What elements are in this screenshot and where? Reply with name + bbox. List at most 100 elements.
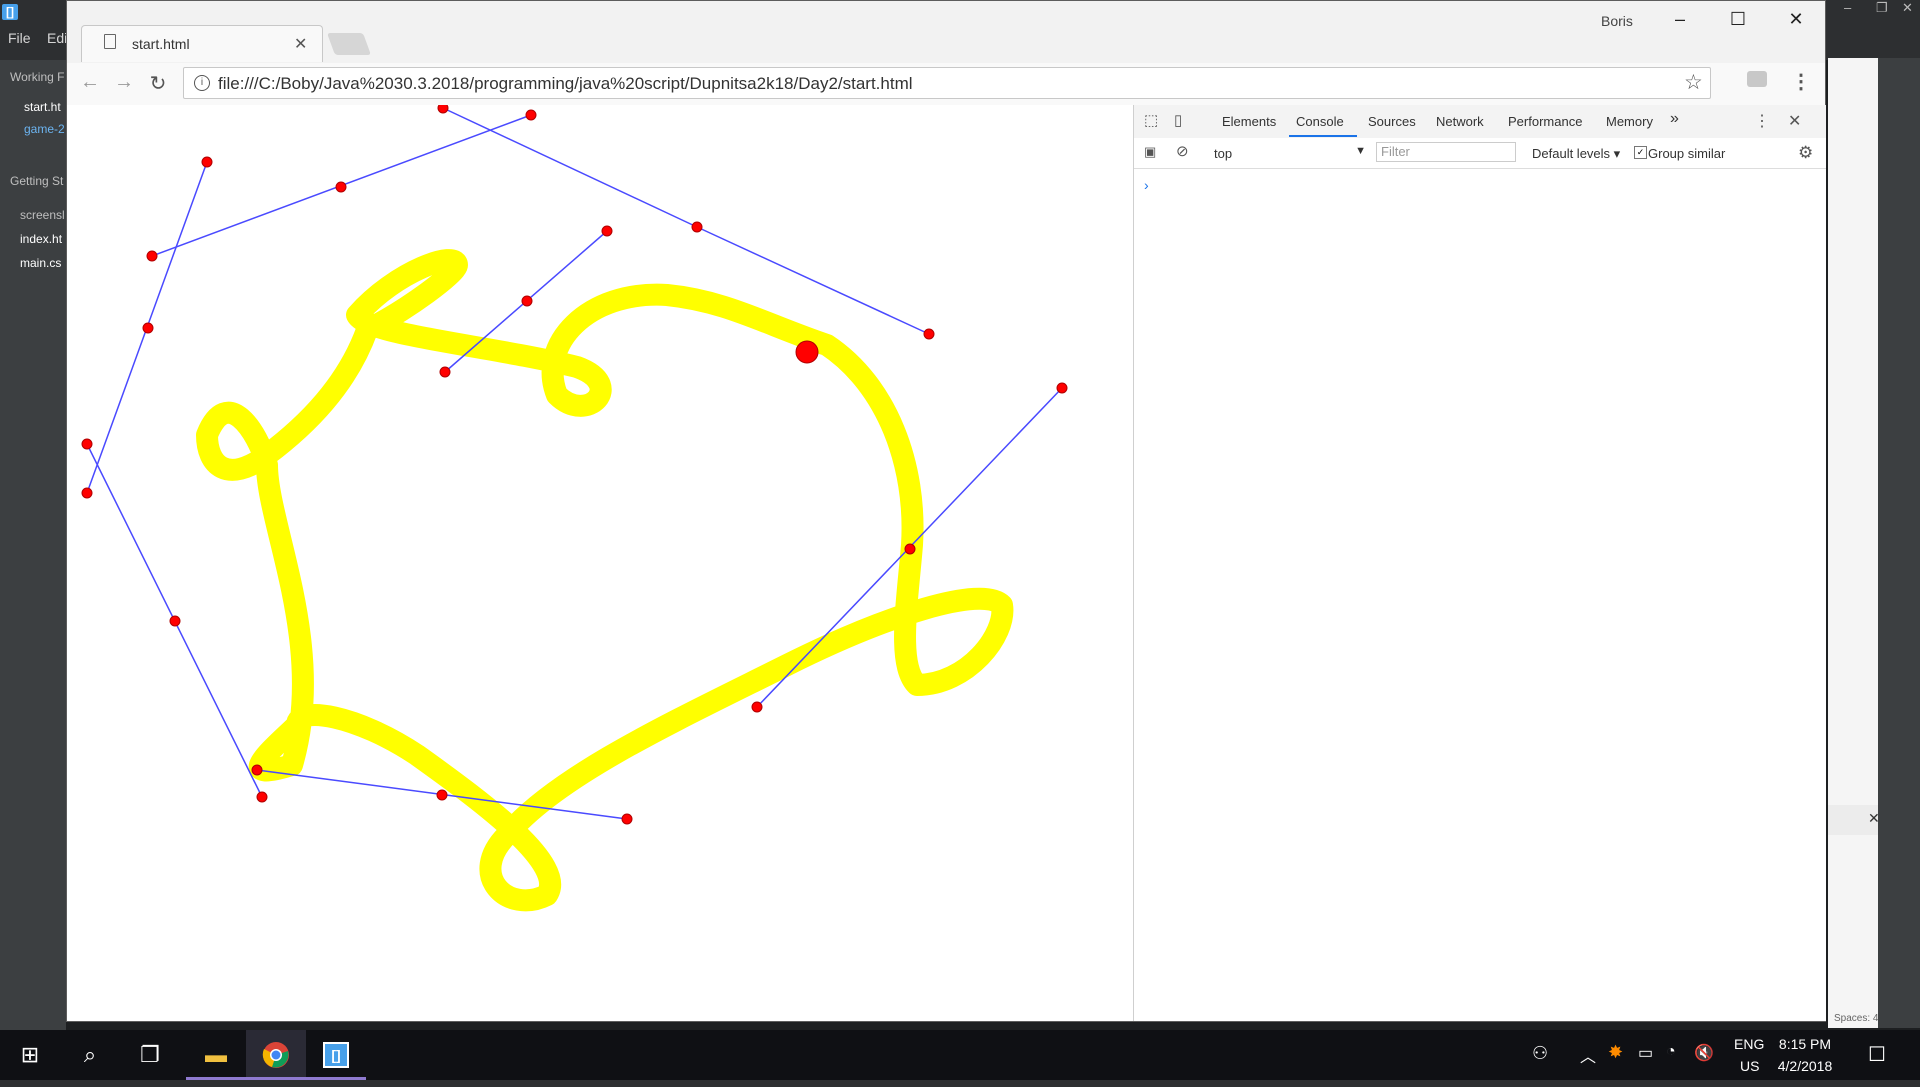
page-canvas[interactable] bbox=[67, 105, 1133, 1021]
tab-console[interactable]: Console bbox=[1296, 114, 1344, 129]
selected-point bbox=[795, 340, 819, 364]
more-tabs-button[interactable]: » bbox=[1670, 110, 1679, 127]
bezier-canvas[interactable] bbox=[67, 105, 1133, 1021]
control-point bbox=[251, 764, 263, 776]
tab-memory[interactable]: Memory bbox=[1606, 114, 1653, 129]
chrome-icon[interactable] bbox=[246, 1030, 306, 1080]
notifications-icon[interactable]: ☐ bbox=[1868, 1044, 1886, 1066]
close-button[interactable]: ✕ bbox=[1788, 9, 1804, 29]
control-point bbox=[439, 366, 451, 378]
close-icon[interactable]: ✕ bbox=[1902, 0, 1913, 15]
control-point bbox=[146, 250, 158, 262]
new-tab-button[interactable] bbox=[326, 33, 372, 55]
working-file-item[interactable]: start.ht bbox=[24, 100, 61, 114]
battery-icon[interactable]: ▭ bbox=[1638, 1045, 1654, 1062]
task-view-icon[interactable]: ❐ bbox=[140, 1042, 160, 1067]
tab-network[interactable]: Network bbox=[1436, 114, 1484, 129]
back-button[interactable]: ← bbox=[80, 71, 100, 93]
context-value: top bbox=[1214, 146, 1233, 161]
tree-item[interactable]: screensl bbox=[20, 208, 65, 222]
editor-pane bbox=[1828, 58, 1878, 1028]
project-heading[interactable]: Getting St bbox=[10, 174, 64, 188]
clock-date[interactable]: 4/2/2018 bbox=[1777, 1058, 1833, 1074]
tab-strip: start.html ✕ Boris – ☐ ✕ bbox=[67, 1, 1825, 63]
devtools-panel: ⬚ ▯ Elements Console Sources Network Per… bbox=[1133, 105, 1826, 1021]
language-region[interactable]: US bbox=[1740, 1058, 1760, 1074]
menu-file[interactable]: File bbox=[8, 30, 31, 46]
address-bar[interactable]: i file:///C:/Boby/Java%2030.3.2018/progr… bbox=[183, 67, 1711, 99]
control-point bbox=[751, 701, 763, 713]
tree-item[interactable]: index.ht bbox=[20, 232, 63, 246]
control-point bbox=[81, 487, 93, 499]
search-icon[interactable]: ⌕ bbox=[83, 1042, 97, 1067]
close-icon[interactable]: ✕ bbox=[1868, 810, 1880, 826]
control-point bbox=[335, 181, 347, 193]
page-icon bbox=[104, 34, 116, 49]
menu-edit[interactable]: Edi bbox=[47, 30, 68, 46]
minimize-icon[interactable]: – bbox=[1844, 0, 1852, 15]
yellow-curve bbox=[196, 249, 1014, 912]
kebab-icon[interactable]: ⋮ bbox=[1791, 71, 1811, 93]
wifi-icon[interactable]: ◔ bbox=[1666, 1043, 1676, 1060]
control-point bbox=[904, 543, 916, 555]
chrome-window: start.html ✕ Boris – ☐ ✕ ← → ↻ i file://… bbox=[66, 0, 1826, 1022]
gear-icon[interactable]: ⚙ bbox=[1798, 143, 1814, 162]
brackets-sidebar: Working F start.ht game-2 Getting St scr… bbox=[0, 60, 66, 1030]
control-points bbox=[81, 105, 1068, 825]
control-point bbox=[525, 109, 537, 121]
tab-performance[interactable]: Performance bbox=[1508, 114, 1583, 129]
reload-button[interactable]: ↻ bbox=[149, 73, 167, 95]
tree-item[interactable]: main.cs bbox=[20, 256, 62, 270]
brackets-icon[interactable]: [] bbox=[306, 1030, 366, 1080]
working-files-heading: Working F bbox=[10, 70, 65, 84]
tab-sources[interactable]: Sources bbox=[1368, 114, 1416, 129]
volume-muted-icon[interactable]: 🔇 bbox=[1694, 1045, 1714, 1062]
control-point bbox=[621, 813, 633, 825]
toolbar-strip bbox=[1878, 58, 1920, 1028]
group-similar-checkbox[interactable]: ✓ bbox=[1634, 146, 1647, 159]
maximize-button[interactable]: ☐ bbox=[1729, 9, 1747, 29]
brackets-logo-icon: [] bbox=[2, 4, 18, 20]
profile-name[interactable]: Boris bbox=[1601, 13, 1633, 29]
control-point bbox=[201, 156, 213, 168]
filter-input[interactable]: Filter bbox=[1376, 142, 1516, 162]
close-icon[interactable]: ✕ bbox=[294, 36, 308, 53]
language-indicator[interactable]: ENG bbox=[1734, 1036, 1765, 1052]
explorer-icon[interactable]: ▬ bbox=[186, 1030, 246, 1080]
devtools-tabbar: ⬚ ▯ Elements Console Sources Network Per… bbox=[1134, 105, 1826, 139]
control-point bbox=[169, 615, 181, 627]
clock-time[interactable]: 8:15 PM bbox=[1778, 1036, 1832, 1052]
restore-icon[interactable]: ❐ bbox=[1876, 0, 1888, 15]
chevron-up-icon[interactable]: ︿ bbox=[1580, 1049, 1597, 1066]
metamask-icon[interactable]: ✸ bbox=[1608, 1042, 1624, 1062]
working-file-item[interactable]: game-2 bbox=[24, 122, 65, 136]
close-icon[interactable]: ✕ bbox=[1788, 113, 1802, 130]
camera-extension-icon[interactable] bbox=[1747, 71, 1767, 87]
control-line bbox=[696, 226, 930, 335]
console-prompt[interactable]: › bbox=[1144, 177, 1149, 193]
people-icon[interactable]: ⚇ bbox=[1532, 1043, 1549, 1063]
log-levels-dropdown[interactable]: Default levels ▾ bbox=[1532, 146, 1621, 161]
inspect-icon[interactable]: ⬚ bbox=[1144, 112, 1159, 129]
control-line bbox=[442, 107, 698, 228]
control-point bbox=[256, 791, 268, 803]
url-text[interactable]: file:///C:/Boby/Java%2030.3.2018/program… bbox=[218, 74, 913, 93]
sidebar-toggle-icon[interactable]: ▣ bbox=[1144, 144, 1157, 159]
windows-taskbar: ⊞ ⌕ ❐ ▬ [] ⚇ ︿ ✸ ▭ ◔ 🔇 ENG US 8:15 PM 4/… bbox=[0, 1030, 1920, 1080]
control-point bbox=[923, 328, 935, 340]
windows-icon[interactable]: ⊞ bbox=[20, 1042, 40, 1067]
clear-console-icon[interactable]: ⊘ bbox=[1176, 143, 1189, 160]
info-icon[interactable]: i bbox=[194, 75, 210, 91]
browser-tab[interactable]: start.html ✕ bbox=[81, 25, 323, 62]
device-toolbar-icon[interactable]: ▯ bbox=[1174, 112, 1183, 129]
minimize-button[interactable]: – bbox=[1674, 9, 1685, 29]
forward-button[interactable]: → bbox=[114, 71, 134, 93]
control-point bbox=[81, 438, 93, 450]
browser-toolbar: ← → ↻ i file:///C:/Boby/Java%2030.3.2018… bbox=[67, 63, 1825, 106]
tab-elements[interactable]: Elements bbox=[1222, 114, 1277, 129]
spaces-indicator[interactable]: Spaces: 4 bbox=[1834, 1013, 1879, 1024]
kebab-icon[interactable]: ⋮ bbox=[1754, 113, 1770, 130]
star-icon[interactable]: ☆ bbox=[1684, 71, 1703, 94]
brackets-window-controls: – ❐ ✕ bbox=[1840, 0, 1920, 16]
context-selector[interactable]: top ▼ bbox=[1214, 143, 1366, 163]
